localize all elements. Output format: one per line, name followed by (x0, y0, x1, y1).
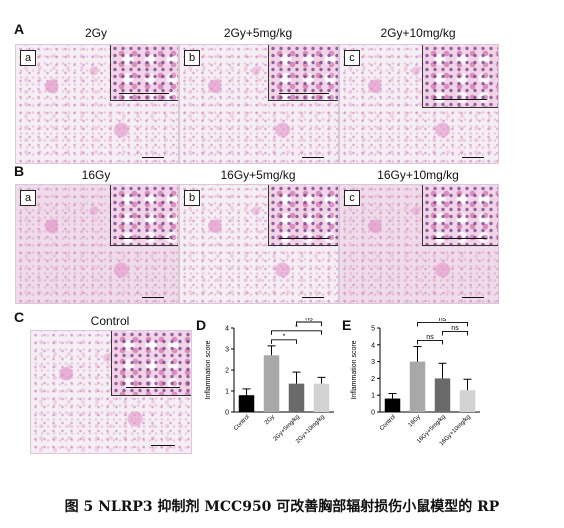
panel-a-title-1: 2Gy (84, 26, 107, 40)
significance-label-1: ns (451, 325, 459, 332)
panel-b-title-3: 16Gy+10mg/kg (377, 168, 459, 182)
x-tick-label: 2Gy (264, 414, 276, 426)
significance-label-1: * (295, 324, 298, 331)
y-tick-label: 0 (371, 410, 375, 417)
micrograph-inset (111, 331, 191, 396)
micrograph-16gy-5mg: b (179, 184, 339, 304)
y-tick-label: 1 (225, 389, 229, 396)
micrograph-control (30, 330, 192, 454)
micrograph-inset (422, 45, 498, 108)
panel-c-letter: C (14, 309, 25, 325)
significance-bracket-1 (442, 331, 468, 336)
panel-d-letter: D (196, 317, 207, 333)
panel-b-title-2: 16Gy+5mg/kg (220, 168, 296, 182)
significance-label-0: ns (426, 334, 434, 341)
bar-1 (263, 355, 280, 412)
panel-a-title-2: 2Gy+5mg/kg (223, 26, 293, 40)
y-tick-label: 5 (371, 326, 375, 333)
panel-e-letter: E (342, 317, 352, 333)
sublabel-c: c (344, 190, 360, 206)
significance-bracket-0 (271, 339, 297, 344)
x-tick-label: Control (379, 414, 397, 432)
panel-c-title: Control (90, 314, 130, 328)
bar-3 (459, 390, 476, 412)
bar-0 (238, 395, 255, 412)
significance-label-2: ns (305, 318, 313, 323)
significance-bracket-1 (271, 330, 322, 335)
y-axis-label: Inflammation score (351, 340, 358, 399)
micrograph-inset (110, 185, 178, 246)
bar-1 (409, 361, 426, 412)
sublabel-a: a (20, 190, 36, 206)
sublabel-a: a (20, 50, 36, 66)
y-tick-label: 2 (371, 376, 375, 383)
significance-label-0: * (283, 333, 286, 340)
y-tick-label: 4 (371, 342, 375, 349)
sublabel-c: c (344, 50, 360, 66)
figure-caption: 图 5 NLRP3 抑制剂 MCC950 可改善胸部辐射损伤小鼠模型的 RP (64, 499, 500, 515)
micrograph-inset (268, 185, 338, 246)
sublabel-b: b (184, 190, 200, 206)
x-tick-label: Control (233, 414, 251, 432)
micrograph-inset (110, 45, 178, 101)
micrograph-2gy: a (15, 44, 179, 164)
panel-a-title-3: 2Gy+10mg/kg (380, 26, 456, 40)
micrograph-16gy-10mg: c (339, 184, 499, 304)
panel-a-letter: A (14, 21, 25, 37)
y-axis-label: Inflammation score (205, 340, 212, 399)
bar-2 (288, 383, 305, 412)
micrograph-inset (268, 45, 338, 101)
significance-bracket-0 (417, 340, 443, 345)
y-tick-label: 3 (225, 347, 229, 354)
y-tick-label: 2 (225, 368, 229, 375)
y-tick-label: 0 (225, 410, 229, 417)
y-tick-label: 3 (371, 359, 375, 366)
micrograph-2gy-10mg: c (339, 44, 499, 164)
bar-0 (384, 398, 401, 412)
micrograph-2gy-5mg: b (179, 44, 339, 164)
bar-2 (434, 378, 451, 412)
significance-label-2: ns (439, 318, 447, 323)
panel-b-letter: B (14, 163, 25, 179)
sublabel-b: b (184, 50, 200, 66)
significance-bracket-2 (296, 321, 322, 326)
micrograph-inset (422, 185, 498, 246)
y-tick-label: 1 (371, 393, 375, 400)
micrograph-16gy: a (15, 184, 179, 304)
bar-3 (313, 383, 330, 412)
x-tick-label: 16Gy (408, 414, 422, 428)
significance-bracket-2 (417, 322, 468, 327)
y-tick-label: 4 (225, 326, 229, 333)
panel-b-title-1: 16Gy (81, 168, 111, 182)
